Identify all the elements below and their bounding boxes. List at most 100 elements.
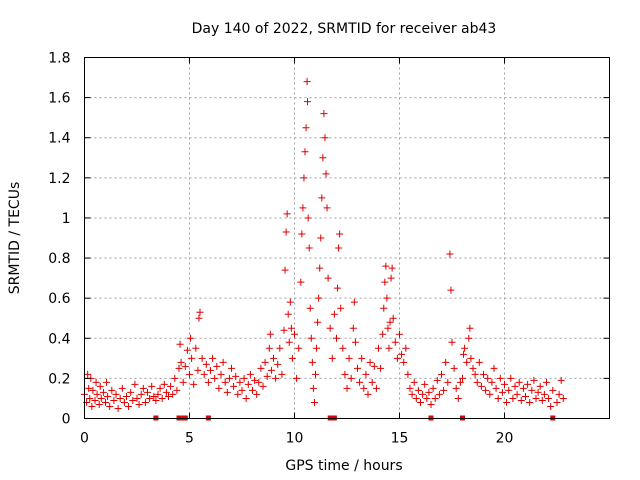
data-point xyxy=(320,110,328,118)
y-tick-label: 0.4 xyxy=(48,331,70,347)
data-point xyxy=(549,386,557,394)
data-point xyxy=(123,392,130,400)
data-point xyxy=(440,386,448,394)
data-point xyxy=(99,388,107,396)
data-point xyxy=(217,370,225,378)
y-tick-label: 0.2 xyxy=(48,371,70,387)
data-point xyxy=(406,384,414,392)
data-point xyxy=(302,124,310,132)
data-point xyxy=(421,380,429,388)
data-point xyxy=(408,390,416,398)
data-point xyxy=(131,380,139,388)
data-point xyxy=(213,362,221,370)
data-point xyxy=(480,370,487,378)
data-point xyxy=(259,382,267,390)
data-point xyxy=(223,388,231,396)
data-point xyxy=(127,388,135,396)
data-point xyxy=(192,344,200,352)
data-point xyxy=(232,372,240,380)
data-point xyxy=(326,324,334,332)
data-point xyxy=(419,390,427,398)
data-point xyxy=(438,370,445,378)
data-point xyxy=(364,390,372,398)
data-point xyxy=(106,402,114,410)
data-point xyxy=(414,386,422,394)
data-point xyxy=(137,390,145,398)
data-point xyxy=(116,394,124,402)
data-point xyxy=(141,398,149,406)
data-point xyxy=(187,334,195,342)
data-point xyxy=(460,350,468,358)
data-point xyxy=(219,358,227,366)
data-point xyxy=(102,398,109,406)
data-point xyxy=(425,388,433,396)
data-point xyxy=(381,278,389,286)
data-point xyxy=(553,398,561,406)
data-point xyxy=(358,354,366,362)
data-point xyxy=(282,228,290,236)
data-point xyxy=(543,378,550,386)
data-point xyxy=(509,394,517,402)
chart-title: Day 140 of 2022, SRMTID for receiver ab4… xyxy=(192,21,497,37)
data-point xyxy=(360,384,368,392)
data-point xyxy=(148,382,156,390)
data-point xyxy=(492,384,500,392)
data-point xyxy=(183,346,191,354)
data-point xyxy=(287,324,295,332)
data-point xyxy=(177,358,185,366)
data-point xyxy=(530,376,538,384)
data-point xyxy=(129,396,137,404)
data-point xyxy=(139,384,147,392)
data-point xyxy=(188,354,196,362)
data-point xyxy=(435,390,443,398)
data-point xyxy=(276,344,284,352)
data-point xyxy=(274,360,282,368)
data-point xyxy=(278,370,286,378)
data-point xyxy=(270,354,277,362)
data-point xyxy=(347,374,355,382)
data-point xyxy=(545,394,553,402)
axis-ticks: 0 0.2 0.4 0.6 0.8 1 1.2 1.4 1.6 1.8 0 5 10 15 20 xyxy=(48,51,610,447)
data-point xyxy=(204,378,212,386)
data-point xyxy=(452,384,460,392)
data-point xyxy=(471,370,479,378)
x-tick-label: 0 xyxy=(80,431,89,447)
data-point xyxy=(330,310,338,318)
data-point xyxy=(341,370,349,378)
data-point xyxy=(456,378,464,386)
data-point xyxy=(429,384,437,392)
data-point xyxy=(181,362,189,370)
data-point xyxy=(522,392,529,400)
data-point xyxy=(469,364,477,372)
data-point xyxy=(95,400,103,408)
data-point xyxy=(368,378,376,386)
data-point xyxy=(507,374,515,382)
data-point xyxy=(488,378,496,386)
data-point xyxy=(410,378,418,386)
data-point xyxy=(486,390,494,398)
data-point xyxy=(324,274,332,282)
y-tick-label: 0.8 xyxy=(48,251,70,267)
data-point xyxy=(354,364,361,372)
data-point xyxy=(540,390,548,398)
data-point xyxy=(266,330,274,338)
y-tick-label: 1.4 xyxy=(48,131,70,147)
data-point xyxy=(215,384,223,392)
data-point xyxy=(345,354,353,362)
data-point xyxy=(179,378,187,386)
data-point xyxy=(321,134,329,142)
data-point xyxy=(251,376,259,384)
data-point xyxy=(298,230,306,238)
data-point xyxy=(176,340,184,348)
data-point xyxy=(349,324,357,332)
data-point xyxy=(400,358,408,366)
data-point xyxy=(238,386,246,394)
x-tick-label: 15 xyxy=(391,431,409,447)
data-point xyxy=(557,376,565,384)
data-point xyxy=(171,374,179,382)
data-point xyxy=(388,264,396,272)
data-point xyxy=(301,148,309,156)
data-point xyxy=(93,390,101,398)
data-point xyxy=(482,386,490,394)
data-point xyxy=(473,378,481,386)
